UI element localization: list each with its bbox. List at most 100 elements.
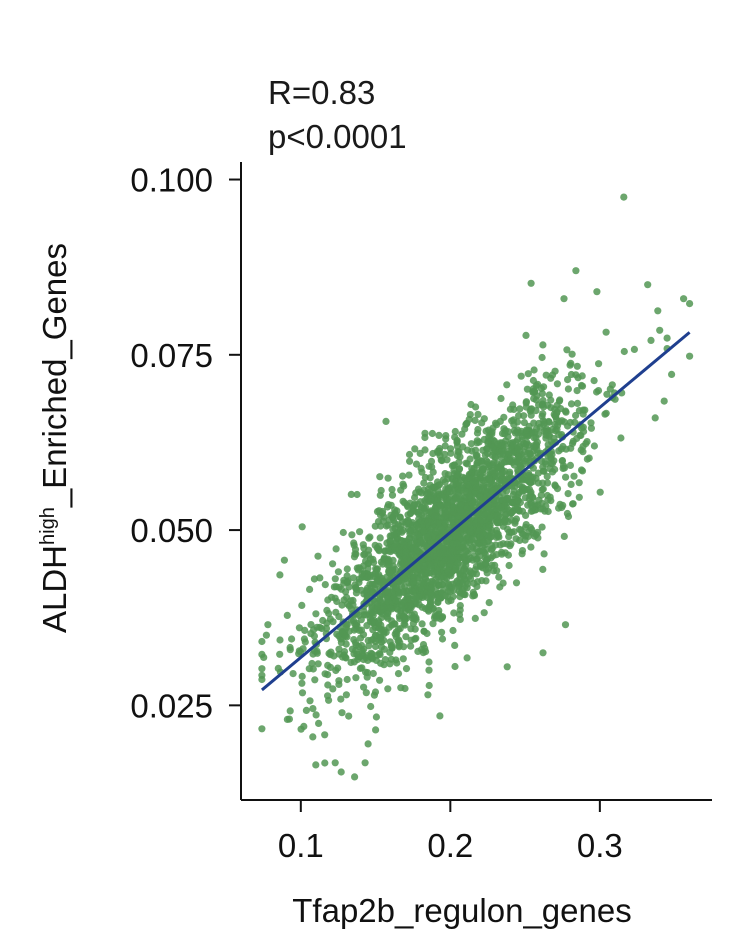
data-point — [376, 534, 384, 542]
data-point — [321, 731, 329, 739]
data-point — [450, 586, 458, 594]
data-point — [606, 385, 614, 393]
data-point — [485, 599, 493, 607]
data-point — [286, 646, 294, 654]
data-point — [405, 450, 414, 459]
data-point — [477, 516, 485, 525]
data-point — [539, 485, 547, 493]
data-point — [421, 497, 429, 505]
data-point — [413, 521, 421, 530]
data-point — [441, 450, 449, 458]
data-point — [480, 415, 488, 423]
data-point — [379, 560, 387, 568]
data-point — [375, 542, 383, 550]
data-point — [527, 411, 535, 419]
data-point — [485, 426, 493, 434]
data-point — [432, 576, 440, 584]
data-point — [392, 596, 400, 605]
data-point — [558, 457, 567, 465]
data-point — [538, 523, 546, 531]
data-point — [564, 512, 573, 521]
data-point — [383, 503, 392, 511]
data-point — [364, 565, 372, 573]
data-point — [411, 493, 419, 502]
data-point — [417, 464, 425, 472]
data-point — [382, 628, 390, 636]
data-point — [397, 684, 405, 692]
data-point — [484, 439, 492, 447]
data-point — [424, 691, 432, 699]
data-point — [468, 535, 476, 544]
data-point — [415, 601, 423, 609]
data-point — [482, 577, 490, 585]
data-point — [512, 579, 521, 587]
data-point — [349, 601, 357, 609]
data-point — [462, 542, 470, 550]
data-point — [540, 427, 548, 436]
data-point — [319, 616, 327, 625]
data-point — [474, 410, 482, 418]
data-point — [435, 519, 443, 527]
data-point — [376, 491, 384, 499]
data-point — [499, 579, 507, 587]
data-point — [436, 712, 444, 720]
data-point — [350, 539, 358, 547]
data-point — [409, 578, 417, 586]
data-point — [470, 579, 478, 588]
data-point — [314, 552, 322, 560]
data-point — [388, 485, 396, 494]
data-point — [651, 414, 659, 422]
data-point — [663, 334, 671, 342]
data-point — [395, 636, 403, 644]
data-point — [414, 485, 423, 493]
data-point — [483, 483, 491, 491]
data-point — [517, 372, 525, 380]
data-point — [572, 267, 580, 275]
data-point — [448, 462, 456, 470]
data-point — [527, 543, 535, 551]
data-point — [497, 503, 505, 511]
data-point — [587, 419, 595, 427]
data-point — [351, 550, 359, 558]
data-point — [464, 446, 472, 454]
x-axis-ticks: 0.1 0.2 0.3 — [278, 800, 623, 864]
data-point — [436, 549, 444, 557]
data-point — [526, 479, 535, 487]
data-point — [555, 397, 564, 405]
data-point — [547, 438, 556, 446]
data-point — [382, 522, 391, 530]
data-point — [587, 424, 596, 432]
data-point — [369, 555, 377, 564]
data-point — [620, 347, 628, 356]
data-point — [376, 676, 384, 684]
data-point — [289, 670, 297, 678]
data-point — [630, 345, 639, 353]
data-point — [539, 565, 547, 574]
data-point — [511, 504, 520, 512]
data-point — [369, 669, 377, 678]
data-point — [471, 446, 480, 454]
data-point — [502, 437, 510, 445]
data-point — [324, 671, 332, 679]
data-point — [311, 676, 319, 684]
data-point — [358, 649, 366, 657]
data-point — [570, 472, 578, 480]
data-point — [427, 561, 435, 570]
data-point — [326, 615, 334, 623]
data-point — [372, 713, 380, 721]
data-point — [408, 544, 417, 553]
data-point — [468, 500, 476, 508]
data-point — [415, 508, 423, 516]
data-point — [436, 481, 444, 489]
data-point — [462, 459, 470, 467]
data-point — [489, 552, 497, 560]
data-point — [514, 429, 522, 437]
data-point — [396, 560, 405, 568]
data-point — [435, 431, 443, 439]
data-point — [414, 647, 422, 656]
data-point — [447, 556, 455, 564]
data-point — [617, 434, 625, 442]
data-point — [420, 504, 428, 512]
data-point — [552, 409, 561, 417]
data-point — [562, 473, 570, 481]
